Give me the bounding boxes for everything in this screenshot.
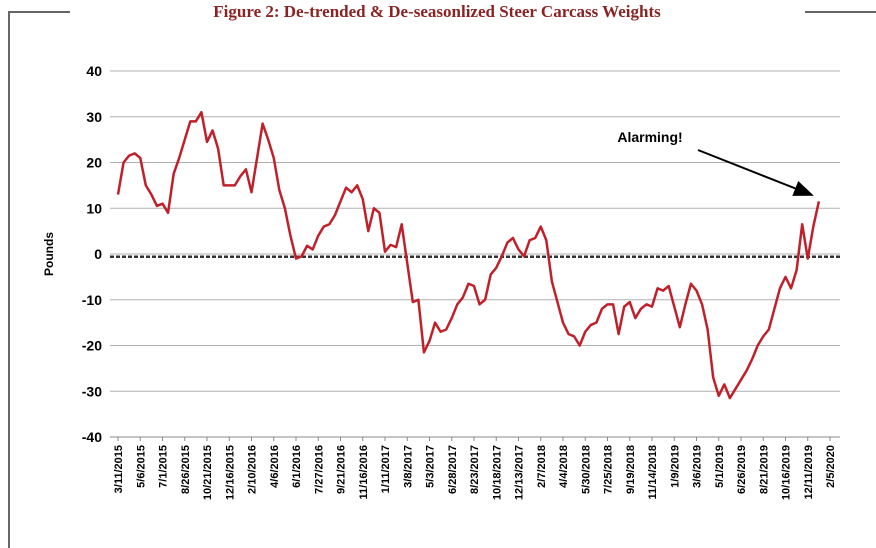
x-tick-label: 3/11/2015 <box>113 445 125 493</box>
x-tick-label: 12/16/2015 <box>224 445 236 500</box>
data-line <box>116 110 821 400</box>
x-tick-label: 4/4/2018 <box>558 445 570 488</box>
x-tick-label: 12/11/2019 <box>803 445 815 499</box>
y-tick-label: -30 <box>82 383 102 399</box>
x-tick-label: 10/18/2017 <box>491 445 503 500</box>
x-tick-label: 1/9/2019 <box>669 445 681 488</box>
x-tick-label: 6/28/2017 <box>447 445 459 494</box>
chart-title: Figure 2: De-trended & De-seasonlized St… <box>213 2 661 21</box>
x-tick-label: 11/14/2018 <box>647 445 659 499</box>
x-tick-label: 5/1/2019 <box>714 445 726 488</box>
x-tick-label: 5/6/2015 <box>135 445 147 488</box>
y-axis-title: Pounds <box>42 232 56 276</box>
x-tick-label: 10/16/2019 <box>781 445 793 500</box>
y-tick-label: 40 <box>86 63 102 79</box>
x-tick-label: 2/7/2018 <box>536 445 548 488</box>
y-tick-label: -20 <box>82 338 102 354</box>
x-tick-label: 10/21/2015 <box>202 445 214 500</box>
x-tick-label: 9/19/2018 <box>625 445 637 494</box>
x-tick-label: 5/30/2018 <box>580 445 592 494</box>
y-tick-label: -10 <box>82 292 102 308</box>
annotation-arrow <box>697 149 814 196</box>
x-tick-label: 7/27/2016 <box>313 445 325 494</box>
y-tick-label: 30 <box>86 109 102 125</box>
x-tick-label: 12/13/2017 <box>514 445 526 500</box>
x-tick-label: 1/11/2017 <box>380 445 392 493</box>
x-tick-label: 9/21/2016 <box>336 445 348 494</box>
x-tick-label: 6/1/2016 <box>291 445 303 488</box>
annotation: Alarming! <box>617 129 682 145</box>
x-tick-label: 2/10/2016 <box>247 445 259 494</box>
x-tick-label: 6/26/2019 <box>736 445 748 494</box>
x-tick-label: 3/8/2017 <box>402 445 414 488</box>
y-tick-label: -40 <box>82 429 102 445</box>
x-tick-label: 4/6/2016 <box>269 445 281 488</box>
x-tick-label: 7/25/2018 <box>603 445 615 494</box>
x-tick-label: 3/6/2019 <box>692 445 704 488</box>
y-tick-label: 0 <box>94 246 102 262</box>
y-tick-label: 10 <box>86 200 102 216</box>
x-tick-label: 8/21/2019 <box>758 445 770 494</box>
x-tick-label: 8/26/2015 <box>180 445 192 494</box>
x-tick-label: 5/3/2017 <box>425 445 437 488</box>
x-tick-label: 11/16/2016 <box>358 445 370 499</box>
x-tick-label: 7/1/2015 <box>158 445 170 488</box>
x-tick-label: 8/23/2017 <box>469 445 481 494</box>
x-tick-label: 2/5/2020 <box>825 445 837 488</box>
y-tick-label: 20 <box>86 155 102 171</box>
